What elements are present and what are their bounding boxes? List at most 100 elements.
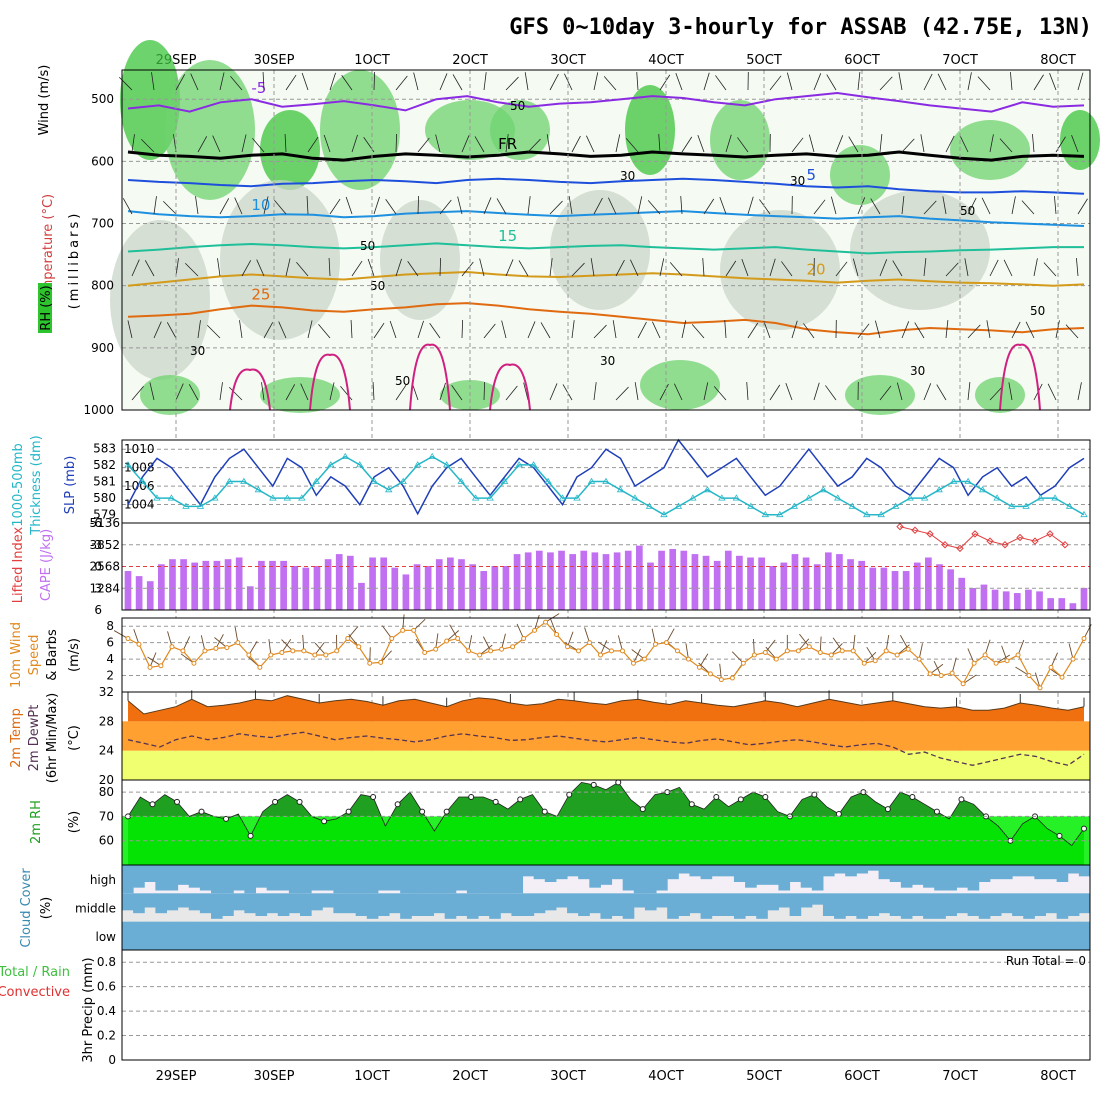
wind-barb (999, 138, 1013, 153)
wind-barb-10m (446, 630, 460, 642)
cloud-cell (923, 893, 935, 919)
tick-label: 0.4 (97, 1004, 116, 1018)
series-marker (558, 494, 567, 501)
date-label-bottom: 1OCT (354, 1069, 390, 1084)
series-marker (370, 477, 378, 484)
wind-barb (981, 197, 991, 215)
date-label-bottom: 4OCT (648, 1069, 684, 1084)
wind-barb (964, 258, 969, 277)
wind-speed-marker (916, 656, 922, 662)
wind-barb (162, 200, 177, 215)
cape-bar (213, 560, 221, 610)
wind-barb (857, 197, 866, 215)
wind-barb (923, 383, 932, 401)
wind-barb (769, 75, 782, 91)
cloud-cell (422, 865, 435, 894)
cape-bar (824, 552, 832, 610)
wind-barb (945, 135, 955, 153)
wind-barb (945, 262, 959, 277)
wind-barb (724, 320, 727, 339)
wind-barb (256, 259, 265, 277)
cape-bar (502, 565, 510, 610)
cloud-cell (567, 921, 579, 950)
series-marker (616, 486, 625, 493)
wind-speed-marker (444, 638, 450, 644)
wind-barb (725, 260, 737, 277)
wind-speed-marker (696, 664, 702, 670)
series-marker (906, 494, 914, 501)
date-label-bottom: 7OCT (942, 1069, 978, 1084)
wind-speed-marker (455, 636, 461, 642)
wind-barb (590, 258, 595, 277)
wind-barb (483, 197, 492, 215)
cloud-cell (878, 865, 891, 880)
wind-barb (285, 258, 291, 277)
wind-barb-10m (819, 636, 822, 653)
cloud-cell (155, 865, 168, 891)
wind-barb-10m (214, 637, 228, 648)
cloud-cell (166, 921, 179, 950)
wind-barb (483, 381, 486, 401)
wind-speed-marker (576, 648, 582, 654)
axis-label-barbs: & Barbs (45, 629, 60, 681)
cloud-cell (444, 865, 457, 894)
tick-label: 500 (91, 92, 114, 106)
rh-shade (1060, 110, 1100, 170)
cloud-cell (856, 893, 868, 919)
wind-barb (703, 72, 710, 91)
wind-barb-10m (1001, 645, 1008, 661)
date-label-bottom: 5OCT (746, 1069, 782, 1084)
cloud-cell (211, 865, 223, 894)
cloud-cell (900, 865, 913, 888)
wind-barb (122, 198, 133, 215)
li-marker (896, 522, 904, 531)
wind-barb (564, 73, 573, 91)
wind-speed-marker (1037, 685, 1043, 691)
cloud-cell (177, 865, 190, 885)
wind-barb (395, 384, 407, 401)
date-label-top: 30SEP (254, 53, 295, 68)
cloud-cell (822, 865, 835, 877)
wind-speed-marker (345, 636, 351, 642)
cloud-cell (155, 893, 168, 914)
wind-barb (263, 196, 269, 215)
cape-bar (691, 554, 699, 610)
wind-speed-marker (1081, 636, 1087, 642)
wind-speed-marker (147, 664, 153, 670)
wind-barb (345, 196, 353, 215)
cape-bar (291, 565, 299, 610)
cloud-cell (567, 893, 579, 914)
axis-label-wind: Wind (m/s) (37, 65, 52, 136)
wind-barb (296, 261, 309, 277)
cloud-cell (288, 921, 301, 950)
cloud-cell (633, 893, 646, 908)
wind-barb (879, 134, 883, 153)
cloud-cell (344, 921, 357, 950)
series-line (127, 455, 1085, 516)
wind-barb (395, 258, 402, 277)
wind-barb (329, 382, 335, 401)
rh-shade (710, 100, 770, 180)
wind-bg (122, 618, 1090, 692)
rh-marker (149, 801, 156, 808)
series-marker (153, 494, 161, 501)
cloud-cell (711, 921, 724, 950)
cloud-cell (544, 893, 557, 911)
wind-speed-marker (554, 631, 560, 637)
li-marker (926, 530, 934, 538)
series-marker (1080, 510, 1088, 518)
wind-speed-marker (828, 652, 834, 658)
rh-marker (1081, 825, 1087, 832)
wind-barb (197, 320, 201, 339)
wind-barb (625, 138, 639, 153)
tick-label: 580 (93, 491, 116, 505)
wind-barb (285, 384, 296, 401)
cloud-cell (711, 893, 724, 916)
cloud-cell (622, 893, 635, 919)
axis-label-precip: 3hr Precip (mm) (81, 957, 96, 1062)
wind-barb-10m (967, 648, 975, 664)
wind-barb-10m (885, 635, 890, 651)
cloud-cell (878, 921, 891, 950)
cloud-cell (300, 893, 312, 916)
series-marker (573, 494, 581, 501)
